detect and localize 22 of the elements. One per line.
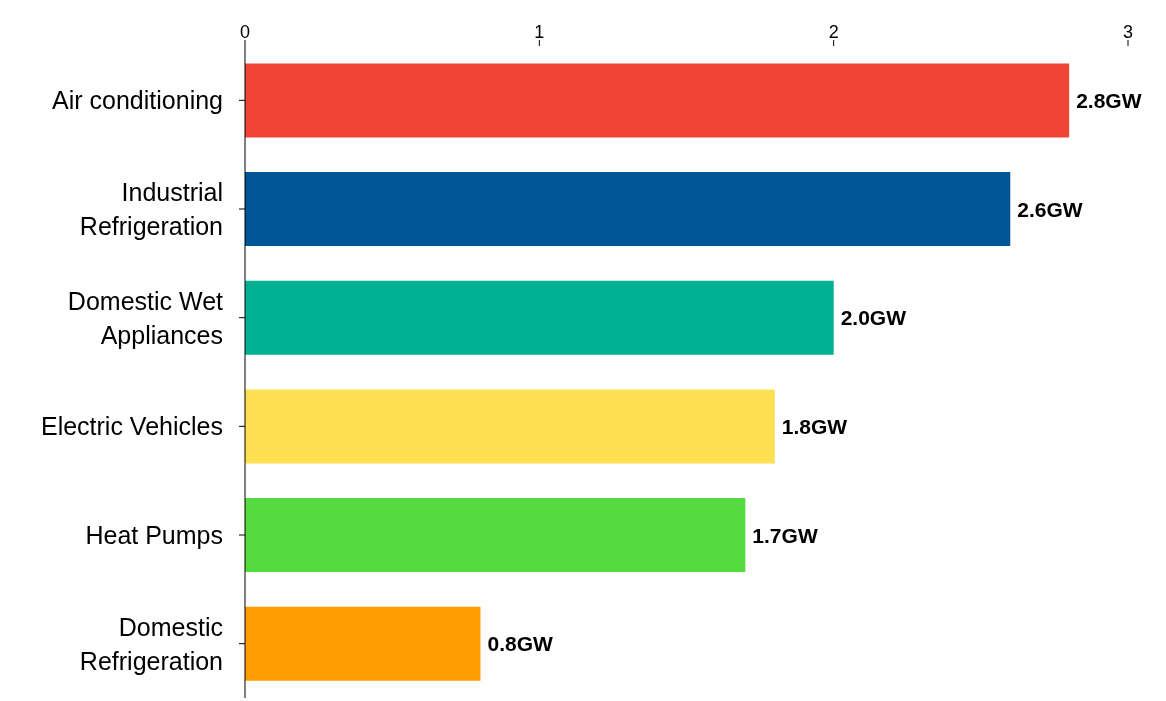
x-tick-label: 2 bbox=[828, 22, 839, 42]
data-label: 2.0GW bbox=[840, 306, 907, 330]
y-tick-label: Air conditioning bbox=[52, 86, 223, 115]
bar bbox=[245, 389, 775, 464]
y-tick-label: Industrial Refrigeration bbox=[79, 178, 223, 240]
data-label: 0.8GW bbox=[487, 632, 553, 656]
x-tick-label: 1 bbox=[534, 22, 545, 42]
bar bbox=[245, 172, 1011, 247]
x-tick-label: 3 bbox=[1122, 22, 1134, 42]
x-tick-label: 0 bbox=[239, 22, 251, 42]
bar bbox=[245, 498, 746, 573]
data-label: 1.7GW bbox=[752, 523, 818, 547]
y-tick-label: Domestic Wet Appliances bbox=[67, 286, 224, 349]
bar bbox=[245, 606, 481, 681]
bar bbox=[245, 63, 1070, 138]
y-tick-label: Heat Pumps bbox=[85, 521, 223, 549]
y-tick-label: Electric Vehicles bbox=[40, 412, 223, 441]
data-label: 2.6GW bbox=[1017, 197, 1083, 221]
bar bbox=[245, 280, 834, 355]
data-label: 1.8GW bbox=[781, 414, 848, 438]
data-label: 2.8GW bbox=[1076, 88, 1142, 112]
y-tick-label: Domestic Refrigeration bbox=[79, 612, 223, 675]
